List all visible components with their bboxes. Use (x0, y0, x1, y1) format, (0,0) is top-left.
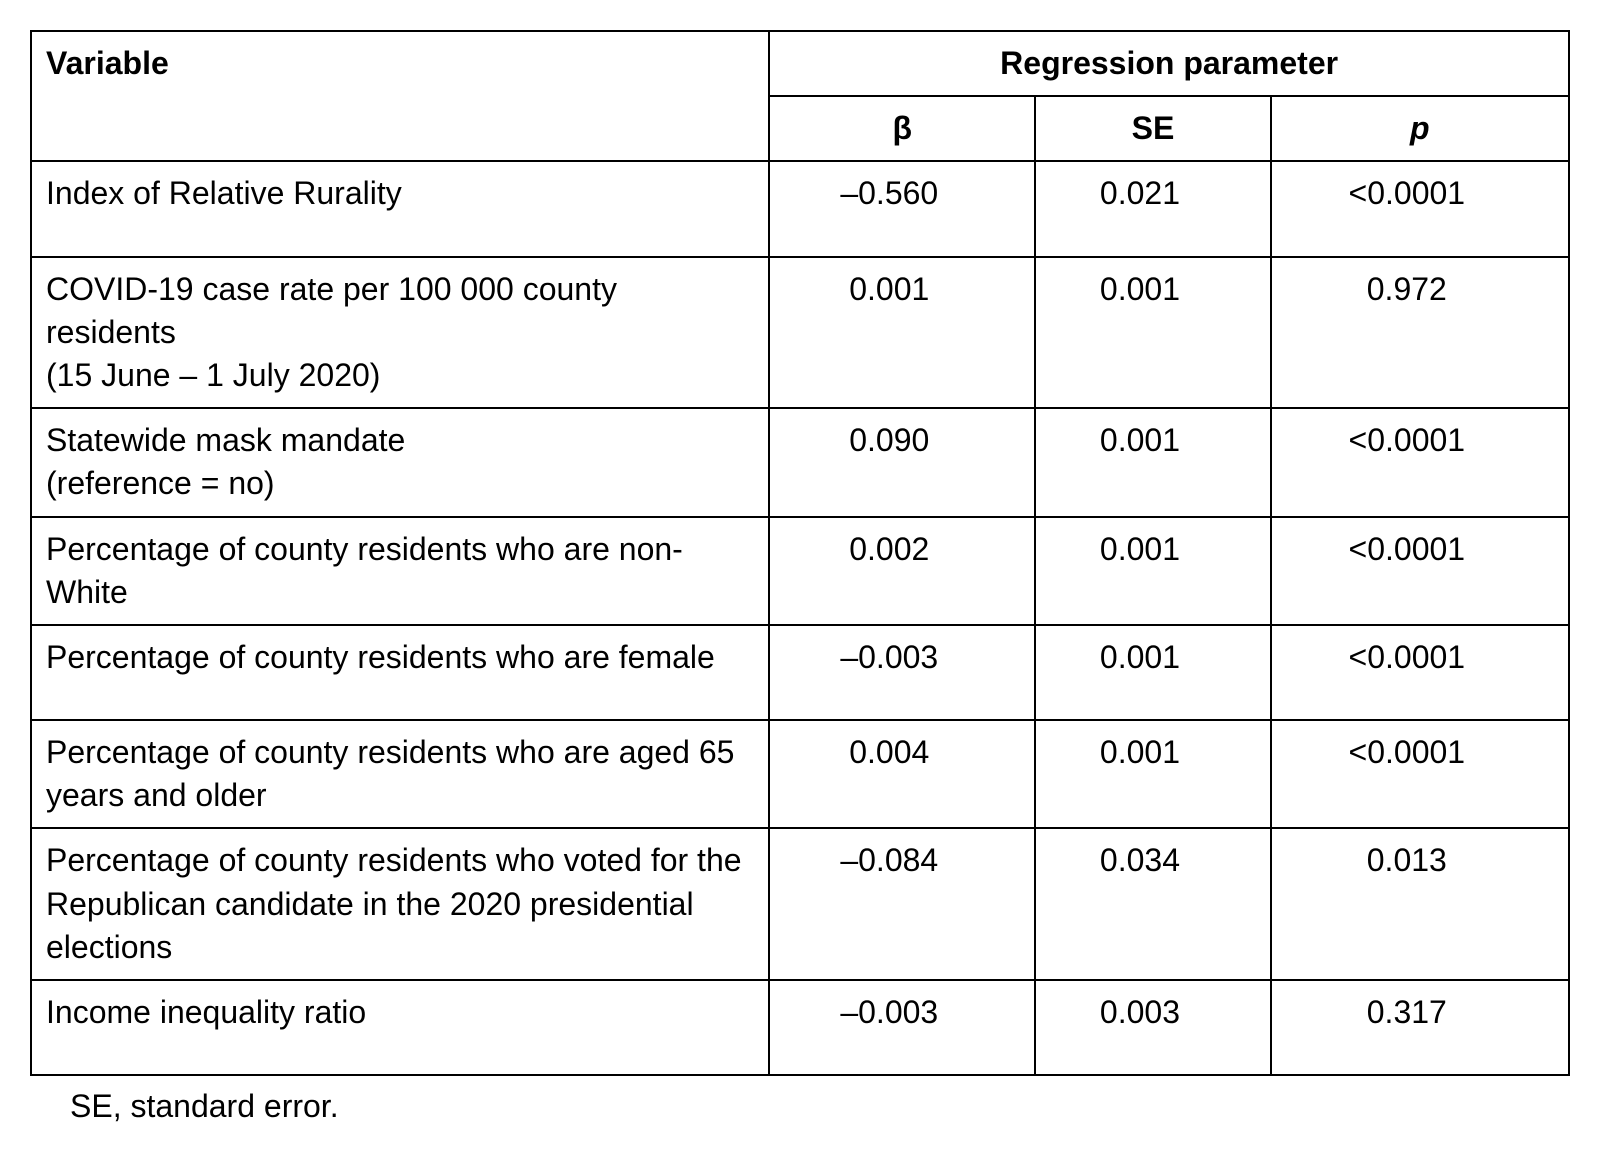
header-variable-spacer (31, 96, 769, 161)
se-cell: 0.001 (1035, 625, 1270, 720)
table-row: Percentage of county residents who voted… (31, 828, 1569, 980)
variable-cell: Index of Relative Rurality (31, 161, 769, 256)
se-cell: 0.034 (1035, 828, 1270, 980)
beta-cell: –0.560 (769, 161, 1035, 256)
beta-cell: 0.002 (769, 517, 1035, 625)
table-row: Percentage of county residents who are f… (31, 625, 1569, 720)
variable-cell: Statewide mask mandate(reference = no) (31, 408, 769, 516)
header-row-1: Variable Regression parameter (31, 31, 1569, 96)
se-cell: 0.021 (1035, 161, 1270, 256)
table-row: COVID-19 case rate per 100 000 county re… (31, 257, 1569, 409)
variable-cell: Percentage of county residents who are n… (31, 517, 769, 625)
se-cell: 0.001 (1035, 517, 1270, 625)
variable-cell: Percentage of county residents who are f… (31, 625, 769, 720)
table-row: Index of Relative Rurality –0.560 0.021 … (31, 161, 1569, 256)
header-p: p (1271, 96, 1569, 161)
beta-cell: –0.003 (769, 980, 1035, 1075)
p-cell: 0.972 (1271, 257, 1569, 409)
variable-cell: Income inequality ratio (31, 980, 769, 1075)
p-cell: 0.013 (1271, 828, 1569, 980)
table-row: Percentage of county residents who are n… (31, 517, 1569, 625)
p-cell: <0.0001 (1271, 625, 1569, 720)
header-variable: Variable (31, 31, 769, 96)
se-cell: 0.001 (1035, 257, 1270, 409)
beta-cell: –0.084 (769, 828, 1035, 980)
se-cell: 0.001 (1035, 408, 1270, 516)
header-se: SE (1035, 96, 1270, 161)
p-cell: 0.317 (1271, 980, 1569, 1075)
regression-table: Variable Regression parameter β SE p Ind… (30, 30, 1570, 1076)
variable-cell: Percentage of county residents who voted… (31, 828, 769, 980)
se-cell: 0.003 (1035, 980, 1270, 1075)
p-cell: <0.0001 (1271, 408, 1569, 516)
table-row: Income inequality ratio –0.003 0.003 0.3… (31, 980, 1569, 1075)
p-cell: <0.0001 (1271, 720, 1569, 828)
beta-cell: –0.003 (769, 625, 1035, 720)
table-row: Statewide mask mandate(reference = no) 0… (31, 408, 1569, 516)
variable-cell: COVID-19 case rate per 100 000 county re… (31, 257, 769, 409)
header-row-2: β SE p (31, 96, 1569, 161)
beta-cell: 0.090 (769, 408, 1035, 516)
variable-cell: Percentage of county residents who are a… (31, 720, 769, 828)
footnote: SE, standard error. (30, 1076, 1570, 1125)
header-beta: β (769, 96, 1035, 161)
p-cell: <0.0001 (1271, 161, 1569, 256)
beta-cell: 0.004 (769, 720, 1035, 828)
header-regression: Regression parameter (769, 31, 1569, 96)
beta-cell: 0.001 (769, 257, 1035, 409)
table-body: Index of Relative Rurality –0.560 0.021 … (31, 161, 1569, 1075)
table-row: Percentage of county residents who are a… (31, 720, 1569, 828)
p-cell: <0.0001 (1271, 517, 1569, 625)
se-cell: 0.001 (1035, 720, 1270, 828)
